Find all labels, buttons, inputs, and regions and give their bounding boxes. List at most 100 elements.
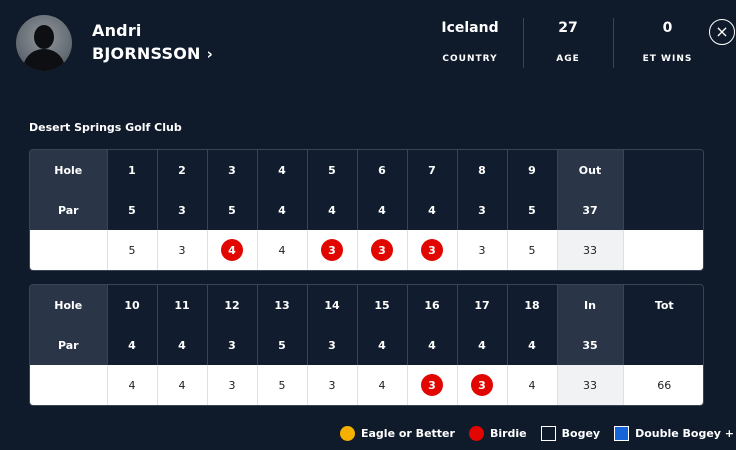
par-value: 4: [507, 325, 558, 365]
in-label: In: [557, 285, 624, 325]
score-value: 4: [278, 243, 286, 257]
et-wins-value: 0: [662, 20, 673, 36]
par-value: 3: [207, 325, 258, 365]
par-value: 4: [307, 190, 358, 230]
score-cell: 3: [157, 230, 208, 270]
score-value: 3: [328, 378, 336, 392]
score-legend: Eagle or Better Birdie Bogey Double Boge…: [340, 424, 734, 442]
hole-number: 13: [257, 285, 308, 325]
score-cell: 4: [157, 365, 208, 405]
par-out-total: 37: [557, 190, 624, 230]
score-cell: 4: [357, 365, 408, 405]
birdie-marker: 3: [421, 374, 443, 396]
hole-row: Hole 1 2 3 4 5 6 7 8 9 Out: [30, 150, 703, 190]
hole-number: 10: [107, 285, 158, 325]
hole-row: Hole 10 11 12 13 14 15 16 17 18 In Tot: [30, 285, 703, 325]
legend-eagle-label: Eagle or Better: [361, 426, 455, 440]
hole-number: 12: [207, 285, 258, 325]
player-last-name-link[interactable]: BJORNSSON ›: [92, 44, 213, 63]
score-cell: 4: [507, 365, 558, 405]
score-value: 3: [228, 378, 236, 392]
stat-divider: [613, 18, 614, 68]
score-cell: 3: [457, 365, 508, 405]
birdie-marker: 3: [321, 239, 343, 261]
par-value: 3: [307, 325, 358, 365]
par-value: 3: [157, 190, 208, 230]
score-value: 4: [128, 378, 136, 392]
empty-cell: [623, 230, 703, 270]
score-value: 4: [378, 378, 386, 392]
legend-double-bogey-label: Double Bogey +: [635, 426, 735, 440]
close-button[interactable]: ×: [709, 19, 735, 45]
legend-double-bogey: Double Bogey +: [614, 425, 735, 441]
par-value: 4: [457, 325, 508, 365]
scorecard-back-nine: Hole 10 11 12 13 14 15 16 17 18 In Tot P…: [29, 284, 704, 406]
score-cell: 3: [407, 230, 458, 270]
hole-number: 18: [507, 285, 558, 325]
hole-number: 2: [157, 150, 208, 190]
par-value: 5: [257, 325, 308, 365]
score-in-total: 33: [557, 365, 624, 405]
score-cell: 3: [457, 230, 508, 270]
par-label: Par: [30, 190, 108, 230]
legend-birdie-label: Birdie: [489, 426, 527, 440]
et-wins-label: ET WINS: [642, 54, 693, 64]
birdie-marker: 3: [421, 239, 443, 261]
hole-number: 4: [257, 150, 308, 190]
score-value: 5: [278, 378, 286, 392]
score-value: 5: [128, 243, 136, 257]
country-label: COUNTRY: [442, 54, 498, 64]
person-silhouette-icon: [22, 25, 66, 71]
empty-cell: [623, 325, 703, 365]
hole-number: 17: [457, 285, 508, 325]
score-cell: 3: [307, 230, 358, 270]
score-cell: 4: [107, 365, 158, 405]
legend-eagle: Eagle or Better: [340, 425, 455, 441]
score-value: 3: [178, 243, 186, 257]
hole-number: 5: [307, 150, 358, 190]
player-avatar: [16, 15, 72, 71]
score-cell: 3: [357, 230, 408, 270]
par-value: 3: [457, 190, 508, 230]
hole-number: 16: [407, 285, 458, 325]
legend-birdie: Birdie: [468, 425, 527, 441]
stat-country: Iceland COUNTRY: [430, 20, 510, 64]
age-label: AGE: [556, 54, 580, 64]
score-row: 5 3 4 4 3 3 3 3 5 33: [30, 230, 703, 270]
birdie-circle-icon: [468, 425, 484, 441]
country-value: Iceland: [441, 20, 499, 36]
double-bogey-square-icon: [614, 425, 630, 441]
birdie-marker: 4: [221, 239, 243, 261]
hole-label: Hole: [30, 150, 108, 190]
par-value: 4: [257, 190, 308, 230]
eagle-circle-icon: [340, 425, 355, 441]
stat-age: 27 AGE: [528, 20, 608, 64]
score-value: 4: [178, 378, 186, 392]
close-icon: ×: [715, 22, 729, 41]
empty-cell: [623, 190, 703, 230]
par-value: 4: [357, 325, 408, 365]
par-row: Par 5 3 5 4 4 4 4 3 5 37: [30, 190, 703, 230]
hole-number: 7: [407, 150, 458, 190]
score-cell: 5: [107, 230, 158, 270]
club-name: Desert Springs Golf Club: [29, 121, 182, 134]
empty-cell: [30, 365, 108, 405]
par-value: 4: [157, 325, 208, 365]
stat-et-wins: 0 ET WINS: [625, 20, 710, 64]
par-value: 4: [107, 325, 158, 365]
score-cell: 5: [507, 230, 558, 270]
par-value: 4: [407, 325, 458, 365]
par-value: 5: [107, 190, 158, 230]
hole-number: 6: [357, 150, 408, 190]
out-label: Out: [557, 150, 624, 190]
score-total: 66: [623, 365, 703, 405]
empty-cell: [30, 230, 108, 270]
score-cell: 3: [207, 365, 258, 405]
chevron-right-icon: ›: [206, 45, 213, 63]
hole-number: 14: [307, 285, 358, 325]
par-value: 4: [407, 190, 458, 230]
legend-bogey: Bogey: [540, 425, 600, 441]
player-last-name: BJORNSSON: [92, 44, 201, 63]
score-value: 5: [528, 243, 536, 257]
par-row: Par 4 4 3 5 3 4 4 4 4 35: [30, 325, 703, 365]
